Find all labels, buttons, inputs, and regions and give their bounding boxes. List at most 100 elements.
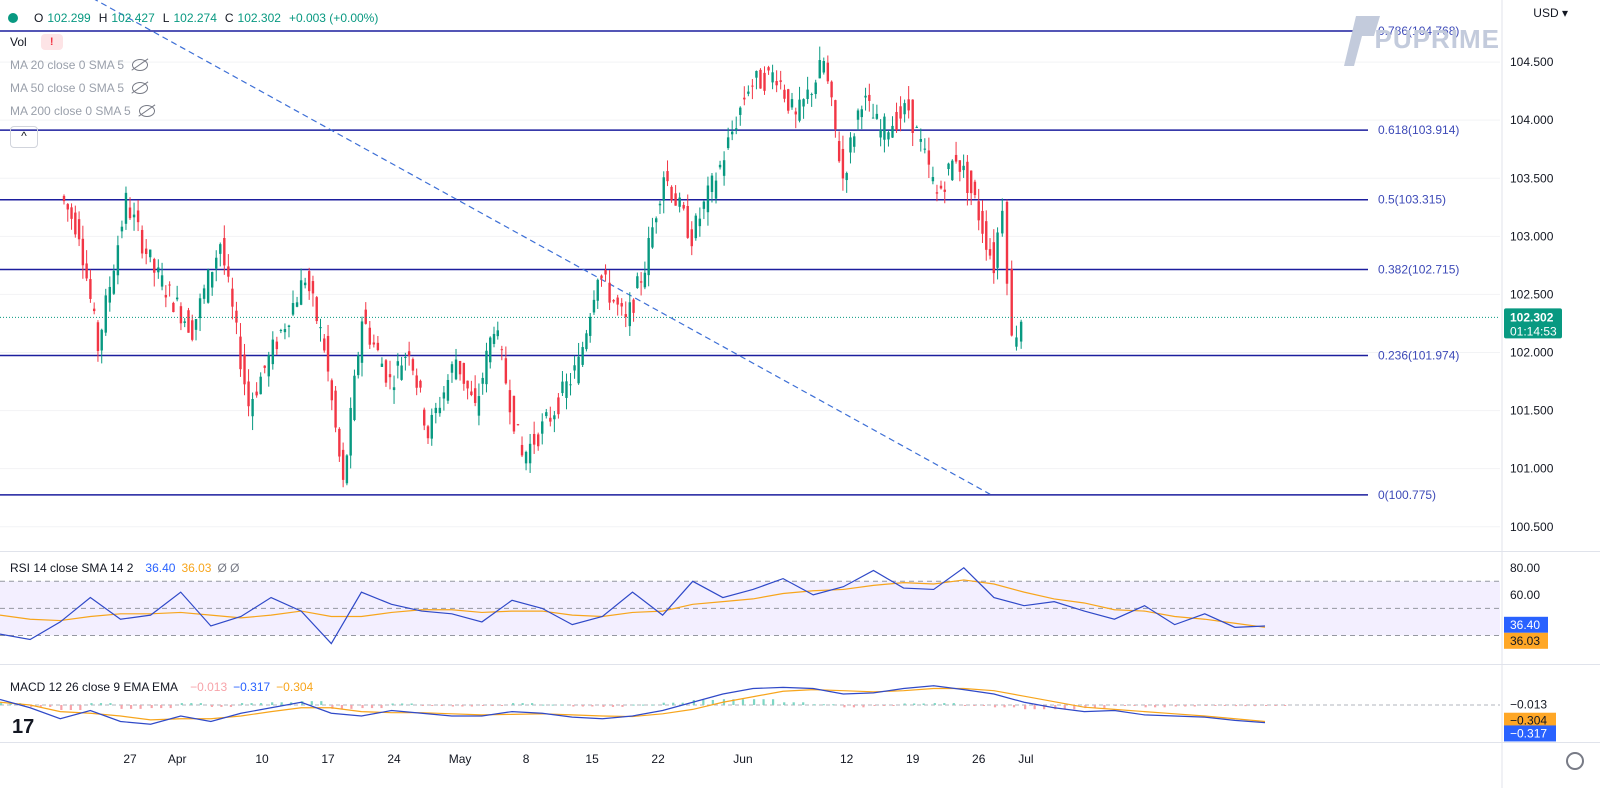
- candle-body-129: [569, 384, 572, 386]
- macd-histogram-bar-28-0: [843, 705, 846, 708]
- candle-body-212: [895, 111, 898, 131]
- candle-body-167: [718, 164, 722, 168]
- macd-histogram-bar-6-1: [190, 703, 193, 705]
- candle-body-202: [856, 110, 860, 120]
- candle-body-232: [973, 181, 977, 196]
- ma200-hidden-eye-icon[interactable]: [138, 105, 155, 117]
- price-tick-label-8: 104.500: [1510, 55, 1554, 69]
- macd-histogram-bar-31-1: [943, 703, 946, 705]
- macd-legend[interactable]: MACD 12 26 close 9 EMA EMA −0.013 −0.317…: [10, 680, 313, 694]
- macd-histogram-bar-29-0: [873, 705, 876, 706]
- settings-gear-icon[interactable]: [1566, 752, 1584, 770]
- price-tick-label-4: 102.500: [1510, 287, 1554, 301]
- fib-label-4: 0.618(103.914): [1378, 123, 1459, 137]
- candle-body-74: [353, 375, 356, 421]
- ma50-legend[interactable]: MA 50 close 0 SMA 5: [10, 81, 149, 95]
- ma20-legend[interactable]: MA 20 close 0 SMA 5: [10, 58, 149, 72]
- time-tick-label-5: May: [449, 752, 472, 766]
- time-tick-label-1: Apr: [168, 752, 187, 766]
- price-tick-label-2: 101.500: [1510, 404, 1554, 418]
- candle-body-193: [822, 61, 825, 73]
- candle-body-190: [810, 94, 813, 96]
- candle-body-222: [935, 192, 939, 194]
- candle-body-177: [759, 69, 762, 89]
- candle-body-79: [372, 342, 376, 345]
- candle-body-90: [415, 375, 418, 388]
- macd-histogram-bar-10-1: [310, 701, 313, 705]
- time-tick-label-10: 12: [840, 752, 854, 766]
- macd-histogram-bar-26-1: [792, 702, 795, 705]
- time-tick-label-2: 10: [255, 752, 269, 766]
- macd-histogram-bar-30-0: [903, 703, 906, 705]
- currency-selector[interactable]: USD ▾: [1533, 6, 1568, 20]
- candle-body-101: [458, 360, 462, 375]
- candle-body-166: [714, 180, 718, 199]
- candle-body-201: [853, 136, 856, 147]
- candle-body-240: [1005, 201, 1009, 284]
- candle-body-97: [442, 392, 446, 399]
- candle-body-27: [168, 284, 171, 286]
- candle-body-134: [588, 316, 592, 336]
- candle-body-7: [89, 279, 92, 299]
- macd-histogram-bar-34-1: [1033, 705, 1036, 710]
- tradingview-logo[interactable]: 17: [12, 716, 35, 738]
- candle-body-206: [871, 117, 875, 119]
- macd-histogram-bar-31-0: [933, 703, 936, 705]
- macd-histogram-bar-33-0: [993, 705, 997, 708]
- macd-histogram-bar-31-2: [952, 703, 955, 705]
- macd-histogram-bar-8-1: [250, 703, 253, 705]
- macd-histogram-bar-21-2: [651, 704, 654, 706]
- candle-body-104: [470, 391, 473, 396]
- macd-histogram-bar-1-0: [30, 705, 33, 707]
- candle-body-111: [496, 330, 499, 337]
- macd-histogram-bar-14-0: [421, 705, 424, 706]
- ma200-legend[interactable]: MA 200 close 0 SMA 5: [10, 104, 155, 118]
- macd-histogram-bar-32-0: [963, 705, 967, 706]
- ma20-label: MA 20 close 0 SMA 5: [10, 58, 125, 72]
- candle-body-132: [581, 347, 584, 365]
- macd-histogram-bar-2-0: [60, 705, 63, 711]
- macd-histogram-bar-38-2: [1163, 705, 1166, 708]
- ma50-hidden-eye-icon[interactable]: [132, 82, 149, 94]
- macd-histogram-bar-39-2: [1193, 705, 1196, 707]
- candle-body-239: [1001, 210, 1004, 234]
- candle-body-156: [674, 193, 677, 206]
- macd-histogram-bar-26-0: [783, 702, 786, 705]
- macd-histogram-bar-42-1: [1274, 705, 1277, 706]
- candle-body-57: [287, 325, 291, 327]
- macd-histogram-bar-14-1: [431, 705, 434, 706]
- candle-body-107: [481, 377, 484, 384]
- ohlc-close-value: 102.302: [237, 11, 281, 25]
- macd-histogram-bar-19-2: [591, 705, 594, 707]
- vol-legend[interactable]: Vol !: [10, 34, 63, 50]
- brand-logo-mark-icon: [1344, 16, 1380, 66]
- time-tick-label-3: 17: [321, 752, 335, 766]
- macd-histogram-bar-16-2: [500, 705, 504, 706]
- rsi-legend[interactable]: RSI 14 close SMA 14 2 36.40 36.03 Ø Ø: [10, 561, 239, 575]
- candle-body-183: [783, 89, 786, 99]
- ma20-hidden-eye-icon[interactable]: [132, 59, 149, 71]
- vol-alert-icon[interactable]: !: [40, 34, 63, 50]
- candle-body-133: [585, 333, 588, 350]
- price-tick-label-7: 104.000: [1510, 113, 1554, 127]
- macd-histogram-bar-30-2: [922, 703, 925, 705]
- candle-body-192: [818, 60, 821, 79]
- macd-histogram-bar-8-0: [240, 703, 244, 705]
- macd-histogram-bar-1-2: [49, 705, 52, 707]
- candle-body-125: [553, 415, 556, 420]
- macd-histogram-bar-21-0: [632, 704, 635, 706]
- candle-body-224: [943, 189, 946, 192]
- candle-body-179: [767, 67, 770, 71]
- rsi-value-label: 36.40: [1510, 618, 1540, 632]
- macd-histogram-bar-7-2: [229, 705, 233, 707]
- macd-histogram-bar-17-1: [521, 703, 524, 705]
- collapse-legend-button[interactable]: ^: [10, 126, 38, 148]
- macd-histogram-bar-6-0: [180, 703, 183, 705]
- candle-body-231: [969, 170, 973, 194]
- candle-body-95: [434, 407, 438, 414]
- time-tick-label-13: Jul: [1018, 752, 1033, 766]
- candle-body-113: [504, 358, 508, 384]
- time-tick-label-9: Jun: [733, 752, 752, 766]
- candle-body-185: [790, 99, 794, 108]
